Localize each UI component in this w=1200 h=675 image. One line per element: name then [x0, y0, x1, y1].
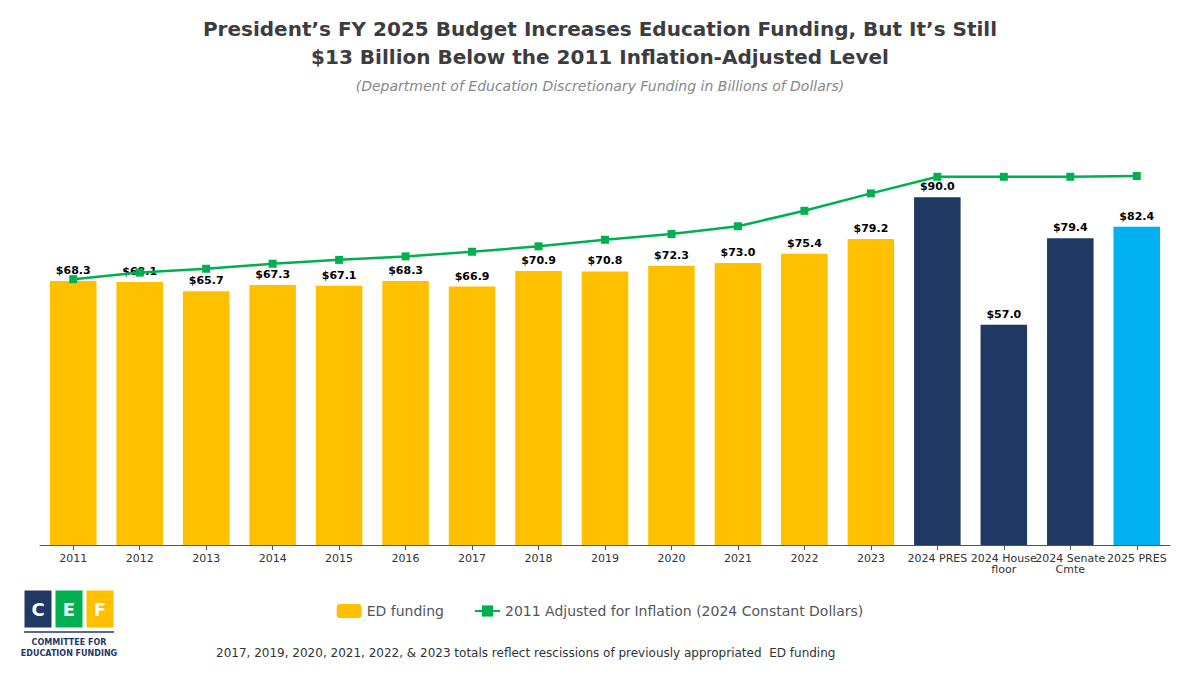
svg-text:2011 Adjusted for Inflation (2: 2011 Adjusted for Inflation (2024 Consta…	[505, 603, 863, 619]
svg-text:EDUCATION FUNDING: EDUCATION FUNDING	[21, 649, 117, 658]
svg-text:2024 PRES: 2024 PRES	[908, 552, 968, 565]
svg-text:$68.3: $68.3	[388, 264, 423, 277]
svg-text:2024 Senate: 2024 Senate	[1035, 552, 1106, 565]
svg-text:$72.3: $72.3	[654, 249, 689, 262]
svg-text:$79.4: $79.4	[1053, 221, 1088, 234]
svg-text:2018: 2018	[525, 552, 553, 565]
svg-text:COMMITTEE FOR: COMMITTEE FOR	[32, 638, 107, 647]
svg-text:2019: 2019	[591, 552, 619, 565]
svg-text:2015: 2015	[325, 552, 353, 565]
svg-text:ED funding: ED funding	[367, 603, 444, 619]
svg-text:2021: 2021	[724, 552, 752, 565]
svg-text:President’s FY 2025 Budget Inc: President’s FY 2025 Budget Increases Edu…	[203, 17, 997, 41]
svg-text:$75.4: $75.4	[787, 237, 822, 250]
svg-text:2024 House: 2024 House	[970, 552, 1037, 565]
svg-text:2017, 2019, 2020, 2021, 2022,: 2017, 2019, 2020, 2021, 2022, & 2023 tot…	[216, 646, 835, 660]
svg-text:2011: 2011	[59, 552, 87, 565]
svg-text:$73.0: $73.0	[721, 246, 756, 259]
svg-text:$68.3: $68.3	[56, 264, 91, 277]
svg-text:2017: 2017	[458, 552, 486, 565]
svg-text:$57.0: $57.0	[986, 308, 1021, 321]
svg-text:2023: 2023	[857, 552, 885, 565]
svg-text:$82.4: $82.4	[1119, 210, 1154, 223]
svg-text:$68.1: $68.1	[122, 264, 158, 278]
svg-text:$66.9: $66.9	[455, 270, 490, 283]
svg-text:$70.9: $70.9	[521, 254, 556, 267]
svg-text:$90.0: $90.0	[920, 180, 955, 193]
svg-text:E: E	[63, 599, 75, 620]
svg-text:2012: 2012	[126, 552, 154, 565]
svg-text:2014: 2014	[259, 552, 287, 565]
svg-text:2020: 2020	[657, 552, 685, 565]
svg-text:2025 PRES: 2025 PRES	[1107, 552, 1167, 565]
svg-text:2013: 2013	[192, 552, 220, 565]
svg-text:$70.8: $70.8	[588, 254, 623, 267]
svg-text:$65.7: $65.7	[189, 274, 224, 287]
svg-text:$67.1: $67.1	[322, 269, 357, 282]
svg-text:F: F	[94, 599, 106, 620]
svg-text:(Department of Education Discr: (Department of Education Discretionary F…	[356, 78, 845, 94]
svg-text:2016: 2016	[392, 552, 420, 565]
svg-text:$79.2: $79.2	[853, 222, 888, 235]
svg-text:floor: floor	[991, 563, 1016, 576]
svg-text:2022: 2022	[790, 552, 818, 565]
svg-text:C: C	[31, 599, 44, 620]
svg-text:$67.3: $67.3	[255, 268, 290, 281]
svg-text:$13 Billion Below the 2011 Inf: $13 Billion Below the 2011 Inflation-Adj…	[311, 45, 889, 69]
svg-text:Cmte: Cmte	[1056, 563, 1086, 576]
